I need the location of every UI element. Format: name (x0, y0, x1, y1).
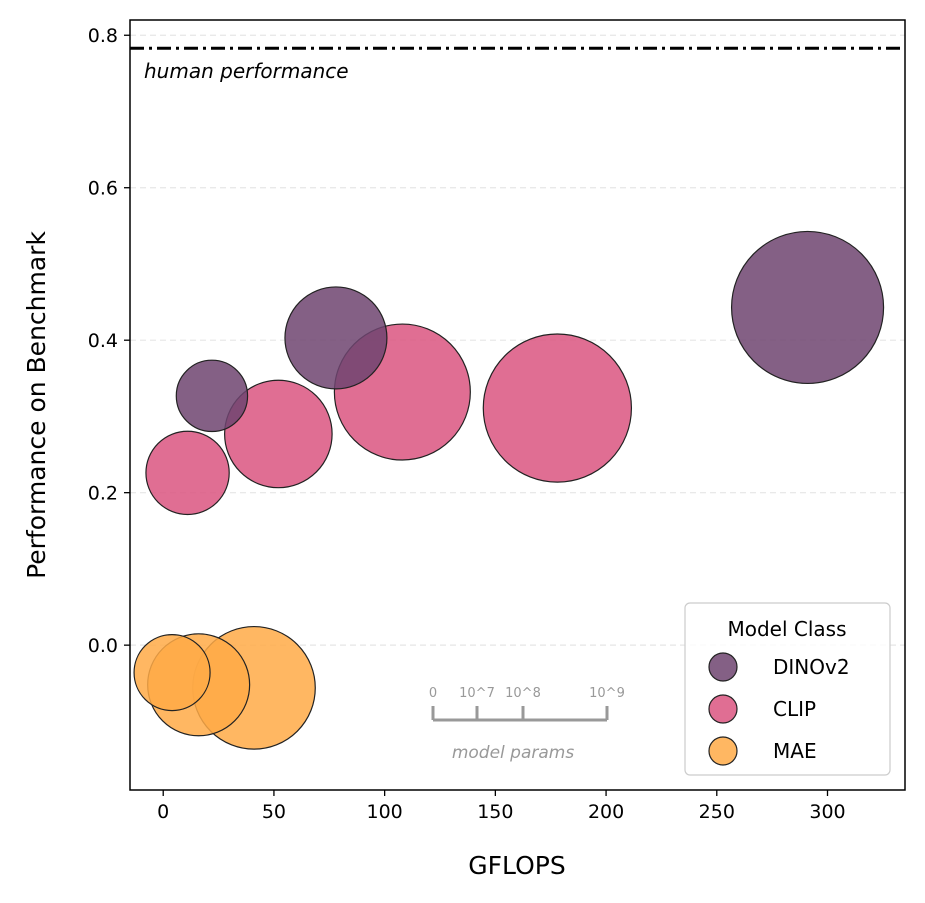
legend-box (684, 602, 891, 776)
x-tick-label: 100 (367, 801, 403, 823)
size-scale: 0 10^7 10^8 10^9 model params (429, 686, 625, 763)
bubble-clip (145, 430, 230, 516)
bubble-clip (224, 379, 333, 489)
legend-marker-clip (708, 694, 738, 724)
x-tick-label: 0 (157, 801, 169, 823)
human-performance-group: human performance (130, 46, 905, 83)
axis-ticks: 0.0 0.2 0.4 0.6 0.8 0 50 100 150 200 250 300 (88, 25, 846, 823)
legend-title: Model Class (727, 617, 846, 641)
bubble-dinov2 (284, 286, 388, 390)
x-tick-label: 50 (262, 801, 286, 823)
bubble-mae (133, 633, 211, 712)
size-scale-label: 10^9 (589, 686, 625, 701)
y-tick-label: 0.8 (88, 25, 118, 47)
legend-marker-mae (708, 736, 738, 766)
bubble-dinov2 (730, 230, 885, 385)
size-scale-label: 10^8 (505, 686, 541, 701)
x-tick-label: 200 (588, 801, 624, 823)
size-scale-label: 0 (429, 686, 437, 701)
legend-label-clip: CLIP (773, 697, 816, 721)
x-tick-label: 250 (699, 801, 735, 823)
human-performance-label: human performance (144, 59, 349, 83)
legend-label-mae: MAE (773, 739, 817, 763)
legend-marker-dinov2 (708, 652, 738, 682)
y-axis-label: Performance on Benchmark (22, 231, 51, 579)
bubble-clip (482, 333, 633, 483)
y-tick-label: 0.0 (88, 635, 118, 657)
x-tick-label: 150 (477, 801, 513, 823)
size-scale-label: 10^7 (459, 686, 495, 701)
x-axis-label: GFLOPS (468, 851, 565, 880)
plot-frame (129, 19, 906, 791)
size-scale-caption: model params (452, 743, 575, 763)
y-tick-label: 0.6 (88, 178, 118, 200)
x-tick-label: 300 (809, 801, 845, 823)
legend: Model Class DINOv2 CLIP MAE (684, 602, 891, 776)
y-tick-label: 0.2 (88, 483, 118, 505)
bubbles (133, 230, 885, 750)
y-tick-label: 0.4 (88, 330, 118, 352)
legend-label-dinov2: DINOv2 (773, 655, 850, 679)
bubble-dinov2 (175, 359, 249, 433)
